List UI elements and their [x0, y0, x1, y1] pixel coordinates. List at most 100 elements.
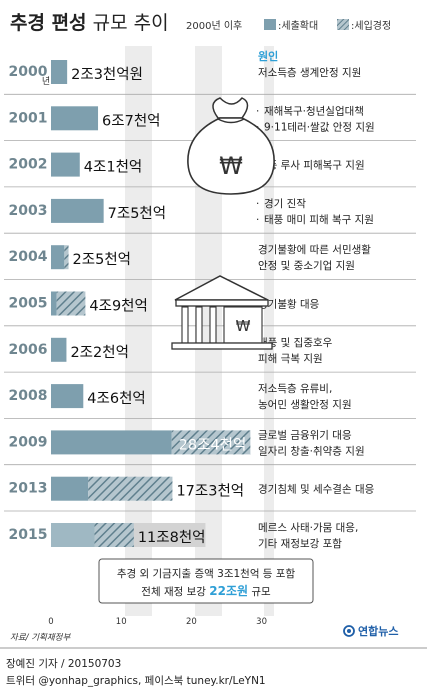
- bar-expenditure: [51, 384, 84, 409]
- value-label: 7조5천억: [108, 205, 166, 222]
- value-label: 4조1천억: [84, 159, 142, 176]
- annotation-frame: [98, 558, 314, 604]
- reason-text: 태풍 루사 피해복구 지원: [258, 159, 365, 172]
- legend-label-hatched: :세입경정: [351, 19, 391, 32]
- year-suffix: 년: [42, 76, 50, 87]
- year-label: 2015: [9, 527, 48, 543]
- reason-text: 경기침체 및 세수결손 대응: [258, 483, 375, 496]
- svg-text:₩: ₩: [236, 317, 251, 335]
- bar-expenditure: [51, 198, 104, 223]
- decorations: ₩ ₩: [171, 97, 275, 350]
- bar-revenue-correction: [171, 430, 251, 455]
- bar-expenditure: [51, 245, 65, 270]
- bar-expenditure: [51, 291, 57, 316]
- chart-rows: 2000년 2조3천억원 저소득층 생계안정 지원 원인 2001 6조7천억 재해복구·청…: [4, 49, 416, 550]
- bank-building-icon: ₩: [171, 275, 273, 350]
- x-tick-label: 0: [48, 617, 53, 627]
- year-label: 2000: [9, 64, 48, 80]
- year-label: 2013: [9, 481, 48, 497]
- chart-row: 2013 17조3천억 경기침체 및 세수결손 대응: [4, 464, 416, 501]
- legend-swatch-solid: [264, 19, 276, 30]
- chart-row: 2002 4조1천억 태풍 루사 피해복구 지원: [4, 140, 416, 177]
- value-label: 2조2천억: [70, 344, 128, 361]
- value-label: 2조3천억원: [71, 66, 143, 83]
- value-label: 6조7천억: [102, 112, 160, 129]
- x-tick-label: 30: [256, 617, 267, 627]
- reason-text: 경기불황에 따른 서민생활: [258, 243, 371, 256]
- year-label: 2006: [9, 342, 48, 358]
- year-label: 2001: [9, 110, 48, 126]
- chart-row: 2000년 2조3천억원 저소득층 생계안정 지원 원인: [9, 49, 362, 87]
- chart-row: 2008 4조6천억 저소득층 유류비, 농어민 생활안정 지원: [4, 371, 416, 411]
- reason-bullet: ·: [256, 198, 259, 210]
- value-label: 28조4천억: [179, 436, 247, 453]
- value-label: 11조8천억: [138, 529, 206, 546]
- bar-revenue-correction: [88, 476, 173, 501]
- reason-bullet: ·: [256, 105, 259, 117]
- byline: 장예진 기자 / 20150703: [6, 657, 121, 670]
- chart-row: 2015 11조8천억 메르스 사태·가뭄 대응, 기타 재정보강 포함: [4, 510, 416, 550]
- bar-expenditure: [51, 106, 99, 131]
- bar-revenue-correction: [64, 245, 69, 270]
- annotation-line2: 전체 재정 보강 22조원 규모: [141, 584, 271, 598]
- year-label: 2008: [9, 388, 48, 404]
- reason-text: 저소득층 유류비,: [258, 383, 332, 395]
- social-links: 트위터 @yonhap_graphics, 페이스북 tuney.kr/LeYN…: [6, 674, 266, 687]
- legend-label-solid: :세출확대: [278, 20, 318, 32]
- value-label: 2조5천억: [73, 251, 131, 268]
- reason-text: 글로벌 금융위기 대응: [258, 428, 352, 441]
- reason-heading: 원인: [258, 49, 278, 63]
- x-axis-ticks: 0 10 20 30: [48, 617, 267, 627]
- reason-text: 기타 재정보강 포함: [258, 538, 342, 550]
- year-label: 2002: [9, 157, 48, 173]
- chart-row: 2003 7조5천억 경기 진작 · 태풍 매미 피해 복구 지원 ·: [4, 186, 416, 226]
- legend-swatch-hatched: [337, 19, 349, 30]
- period-note: 2000년 이후: [186, 20, 242, 32]
- reason-text: 메르스 사태·가뭄 대응,: [258, 522, 358, 534]
- reason-text: 안정 및 중소기업 지원: [258, 259, 355, 272]
- year-label: 2009: [9, 434, 48, 450]
- annotation-line1: 추경 외 기금지출 증액 3조1천억 등 포함: [117, 567, 296, 580]
- value-label: 4조9천억: [89, 298, 147, 315]
- chart-row: 2005 4조9천억 경기불황 대응: [4, 279, 416, 316]
- reason-text: 농어민 생활안정 지원: [258, 398, 352, 411]
- bar-expenditure: [51, 60, 68, 84]
- yonhap-logo: 연합뉴스: [343, 624, 398, 638]
- source-note: 자료/ 기획재정부: [10, 632, 71, 643]
- bar-revenue-correction: [94, 523, 134, 547]
- reason-text: 일자리 창출·취약층 지원: [258, 444, 365, 457]
- bar-expenditure: [51, 430, 172, 455]
- svg-text:연합뉴스: 연합뉴스: [358, 624, 398, 638]
- chart-title: 추경 편성 규모 추이: [10, 12, 169, 34]
- svg-text:₩: ₩: [219, 152, 243, 180]
- year-label: 2005: [9, 296, 48, 312]
- reason-text: 9·11테러·쌀값 안정 지원: [264, 121, 375, 133]
- reason-bullet: ·: [256, 214, 259, 226]
- value-label: 4조6천억: [87, 390, 145, 407]
- reason-text: 재해복구·청년실업대책: [264, 104, 364, 117]
- year-label: 2003: [9, 203, 48, 219]
- money-bag-icon: ₩: [187, 97, 275, 195]
- reason-text: 경기불황 대응: [258, 298, 320, 311]
- reason-text: 저소득층 생계안정 지원: [258, 67, 361, 79]
- bar-expenditure: [51, 337, 67, 362]
- background-band: [264, 46, 274, 616]
- bar-expenditure: [51, 476, 89, 501]
- bar-expenditure: [51, 152, 80, 177]
- year-label: 2004: [9, 249, 48, 265]
- value-label: 17조3천억: [176, 483, 244, 500]
- bar-revenue-correction: [56, 291, 86, 316]
- x-tick-label: 20: [186, 617, 197, 627]
- reason-text: 경기 진작: [264, 197, 306, 210]
- reason-text: 피해 극복 지원: [258, 352, 323, 365]
- x-tick-label: 10: [116, 617, 127, 627]
- annotation-box: 추경 외 기금지출 증액 3조1천억 등 포함 전체 재정 보강 22조원 규모: [98, 558, 314, 604]
- bar-expenditure: [51, 523, 95, 547]
- reason-text: 태풍 매미 피해 복구 지원: [264, 213, 374, 226]
- reason-text: 태풍 및 집중호우: [258, 337, 333, 349]
